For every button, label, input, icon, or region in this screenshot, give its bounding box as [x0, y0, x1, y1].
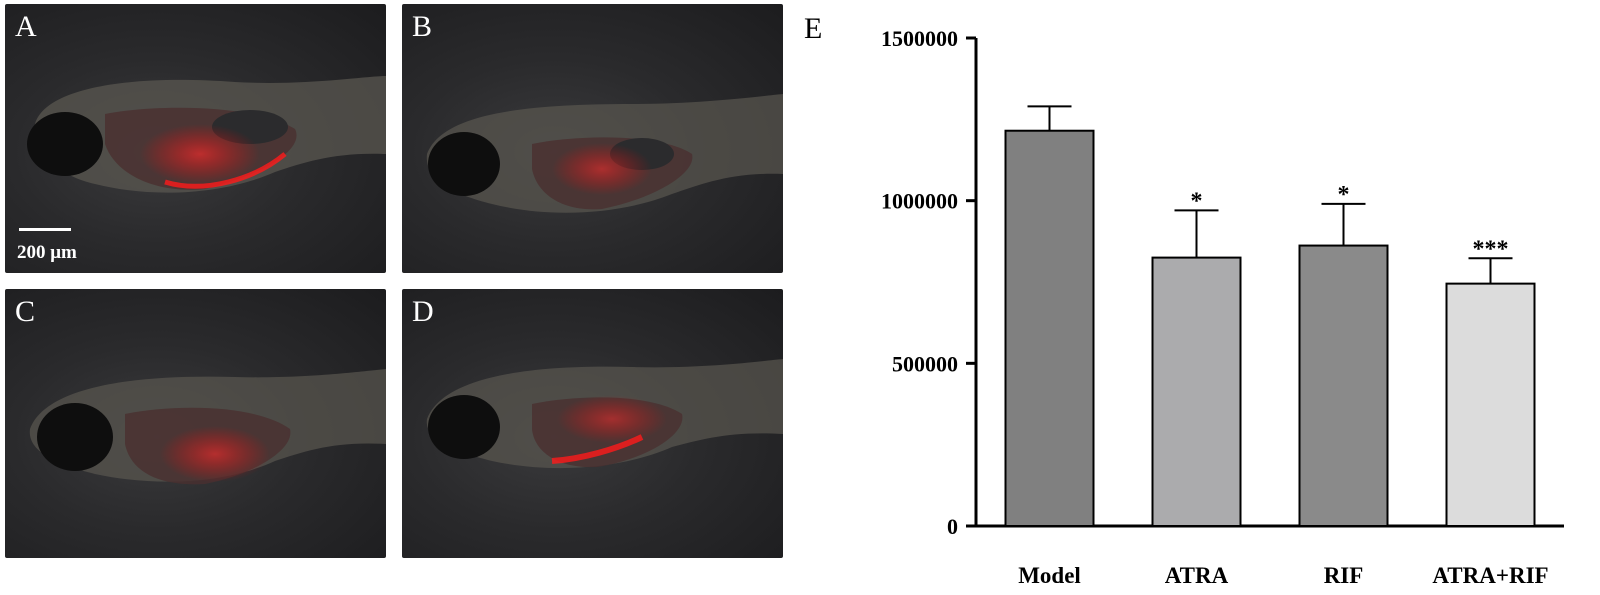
- x-tick-label: ATRA: [1165, 563, 1229, 588]
- panel-label-c: C: [15, 295, 36, 328]
- image-panel-d: D: [402, 289, 783, 558]
- significance-label: ***: [1473, 236, 1509, 262]
- scale-bar: [19, 228, 71, 231]
- panel-label-b: B: [412, 10, 433, 43]
- bar: [1298, 244, 1389, 528]
- y-tick-label: 1000000: [881, 189, 958, 214]
- y-tick-label: 500000: [892, 351, 958, 376]
- significance-label: *: [1191, 188, 1203, 214]
- y-tick-label: 1500000: [881, 26, 958, 51]
- bar: [1004, 129, 1095, 527]
- zebrafish-larva-image: [426, 359, 783, 469]
- x-tick-label: Model: [1018, 563, 1081, 588]
- panel-label-a: A: [15, 10, 37, 43]
- image-panel-a: A 200 μm: [5, 4, 386, 273]
- zebrafish-larva-image: [426, 94, 783, 213]
- panel-label-d: D: [412, 295, 434, 328]
- significance-label: *: [1338, 182, 1350, 208]
- bar: [1445, 282, 1536, 528]
- x-tick-label: ATRA+RIF: [1432, 563, 1548, 588]
- chart-panel-label: E: [804, 12, 822, 45]
- scale-bar-label: 200 μm: [17, 242, 77, 263]
- bar-chart: E 0 500000 1000000 1500000 Model * ATRA * RIF ***…: [804, 12, 1564, 588]
- x-tick-label: RIF: [1324, 563, 1364, 588]
- zebrafish-larva-image: [29, 369, 386, 485]
- y-tick-label: 0: [947, 514, 958, 539]
- image-panel-b: B: [402, 4, 783, 273]
- bar: [1151, 256, 1242, 527]
- zebrafish-larva-image: [27, 76, 386, 193]
- image-panel-c: C: [5, 289, 386, 558]
